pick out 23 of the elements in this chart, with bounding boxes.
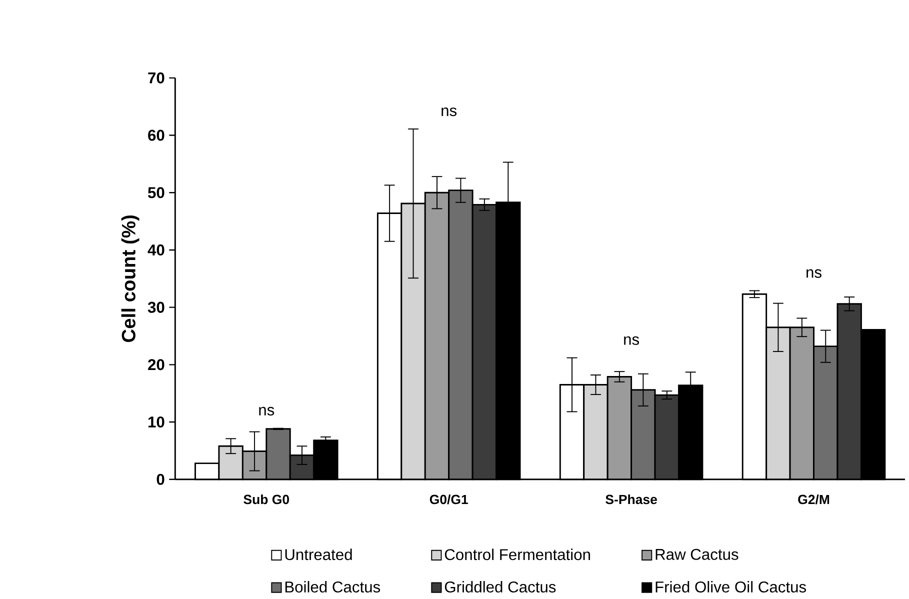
annotation: ns [259, 406, 274, 416]
y-tick-label: 40 [148, 244, 164, 256]
y-tick-label: 60 [148, 130, 164, 141]
y-tick-label: 50 [148, 187, 164, 198]
y-tick-label: 30 [148, 302, 164, 313]
annotation: ns [624, 336, 640, 345]
x-tick-label: S-Phase [606, 494, 657, 504]
y-tick-label: 70 [148, 72, 164, 84]
legend-label: Griddled Cactus [444, 581, 556, 593]
y-tick-label: 0 [156, 474, 164, 485]
x-tick-label: G2/M [798, 494, 830, 504]
x-tick-label: Sub G0 [244, 494, 289, 504]
legend-label: Untreated [285, 548, 352, 560]
y-tick-label: 10 [148, 416, 164, 428]
legend-label: Control Fermentation [444, 548, 590, 560]
legend-label: Boiled Cactus [285, 581, 380, 593]
y-tick-label: 20 [148, 359, 164, 370]
legend-label: Fried Olive Oil Cactus [656, 581, 806, 593]
legend-label: Raw Cactus [656, 548, 738, 560]
x-tick-label: G0/G1 [430, 494, 468, 504]
y-axis-title: Cell count (%) [121, 215, 140, 342]
annotation: ns [442, 108, 457, 116]
annotation: ns [806, 269, 822, 278]
